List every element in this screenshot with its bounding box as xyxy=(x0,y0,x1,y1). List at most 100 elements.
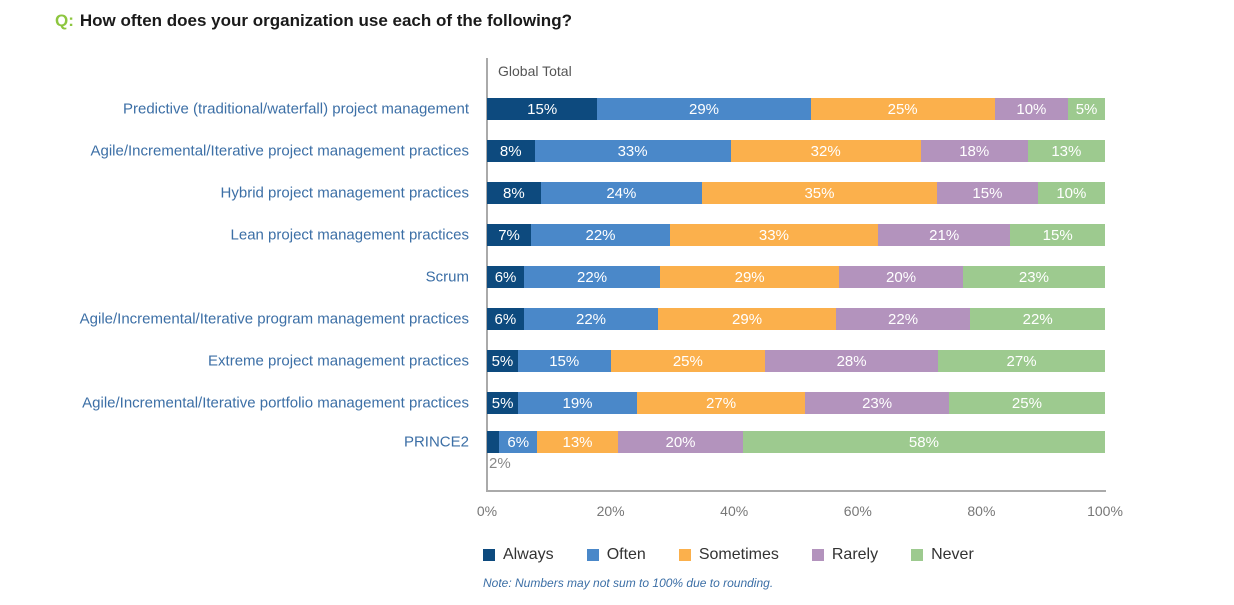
bar-segment-always: 6% xyxy=(487,308,524,330)
data-label: 19% xyxy=(562,394,593,412)
legend-swatch xyxy=(678,549,691,561)
bar-row: 6% 13% 20% 58% xyxy=(487,431,1105,453)
bar-segment-rarely: 10% xyxy=(994,98,1069,120)
bar-row: 8% 24% 35% 15% 10% xyxy=(487,182,1105,204)
bar-segment-rarely: 23% xyxy=(805,392,949,414)
x-tick-label: 100% xyxy=(1087,503,1123,519)
data-label: 15% xyxy=(1042,226,1073,244)
data-label: 29% xyxy=(732,310,763,328)
bar-segment-always: 8% xyxy=(487,140,535,162)
x-tick-label: 80% xyxy=(967,503,996,519)
legend-item: Sometimes xyxy=(678,546,779,564)
category-label: Predictive (traditional/waterfall) proje… xyxy=(123,100,469,118)
footnote: Note: Numbers may not sum to 100% due to… xyxy=(483,576,774,590)
bar-segment-never: 58% xyxy=(742,431,1105,453)
bar-segment-sometimes: 27% xyxy=(636,392,806,414)
data-label: 20% xyxy=(886,268,917,286)
x-tick-label: 20% xyxy=(596,503,625,519)
legend-label: Never xyxy=(931,546,974,563)
bar-segment-often: 29% xyxy=(597,98,811,120)
data-label: 6% xyxy=(494,310,517,328)
bar-segment-often: 19% xyxy=(518,392,637,414)
data-label: 2% xyxy=(489,455,511,472)
data-label: 13% xyxy=(562,433,593,451)
data-label: 22% xyxy=(575,310,607,328)
bar-segment-always xyxy=(487,431,500,453)
category-label: Lean project management practices xyxy=(230,226,469,244)
legend-label: Often xyxy=(606,546,646,563)
bar-segment-never: 13% xyxy=(1027,140,1105,162)
data-label: 25% xyxy=(887,100,918,118)
x-tick-label: 60% xyxy=(843,503,872,519)
bar-segment-often: 22% xyxy=(523,308,659,330)
data-label: 7% xyxy=(498,226,520,244)
data-label: 24% xyxy=(606,184,637,202)
bar-segment-often: 33% xyxy=(534,140,731,162)
bar-segment-often: 22% xyxy=(531,224,670,246)
legend-item: Never xyxy=(911,546,974,564)
question-prefix: Q: xyxy=(55,11,74,30)
data-label: 6% xyxy=(507,433,530,451)
legend-label: Rarely xyxy=(831,546,879,563)
data-label: 27% xyxy=(706,394,737,412)
data-label: 15% xyxy=(549,352,580,370)
legend-swatch xyxy=(911,549,924,561)
data-label: 25% xyxy=(672,352,703,370)
bar-segment-never: 22% xyxy=(970,308,1105,330)
data-label: 10% xyxy=(1056,184,1087,202)
bar-segment-never: 27% xyxy=(938,350,1105,372)
data-label: 8% xyxy=(499,142,522,160)
legend-swatch xyxy=(586,549,599,561)
data-label: 20% xyxy=(665,433,696,451)
category-label: Hybrid project management practices xyxy=(220,184,469,202)
bar-row: 5% 15% 25% 28% 27% xyxy=(487,350,1105,372)
data-label: 29% xyxy=(734,268,765,286)
x-tick-label: 40% xyxy=(720,503,749,519)
bar-segment-always: 7% xyxy=(487,224,532,246)
bar-segment-always: 5% xyxy=(487,392,519,414)
bar-segment-rarely: 22% xyxy=(835,308,971,330)
legend-item: Often xyxy=(586,546,646,564)
bar-segment-always: 6% xyxy=(487,266,525,288)
bar-segment-rarely: 15% xyxy=(937,182,1038,204)
bar-segment-rarely: 20% xyxy=(618,431,743,453)
legend-swatch xyxy=(483,549,495,561)
data-label: 29% xyxy=(689,100,720,118)
bar-segment-always: 15% xyxy=(487,98,598,120)
data-label: 5% xyxy=(491,352,514,370)
bar-row: 5% 19% 27% 23% 25% xyxy=(487,392,1105,414)
data-label: 23% xyxy=(1018,268,1049,286)
bar-segment-sometimes: 35% xyxy=(701,182,938,204)
bar-segment-sometimes: 29% xyxy=(658,308,836,330)
question-text: How often does your organization use eac… xyxy=(79,11,572,30)
data-label: 25% xyxy=(1011,394,1042,412)
bar-row: 15% 29% 25% 10% 5% xyxy=(487,98,1105,120)
data-label: 8% xyxy=(503,184,525,202)
bar-segment-never: 25% xyxy=(948,392,1105,414)
bar-segment-rarely: 28% xyxy=(765,350,939,372)
bar-segment-often: 24% xyxy=(540,182,702,204)
data-label: 18% xyxy=(959,142,990,160)
category-label: Agile/Incremental/Iterative portfolio ma… xyxy=(82,394,469,412)
bar-segment-often: 22% xyxy=(524,266,661,288)
bar-segment-never: 15% xyxy=(1010,224,1105,246)
data-label: 22% xyxy=(577,268,608,286)
bar-segment-rarely: 21% xyxy=(877,224,1011,246)
bar-segment-never: 10% xyxy=(1037,182,1105,204)
bar-segment-sometimes: 32% xyxy=(730,140,921,162)
data-label: 27% xyxy=(1006,352,1037,370)
legend-item: Always xyxy=(483,546,554,564)
bar-segment-never: 23% xyxy=(962,266,1105,288)
bar-segment-sometimes: 25% xyxy=(610,350,766,372)
bar-row: 6% 22% 29% 22% 22% xyxy=(487,308,1105,330)
data-label: 21% xyxy=(929,226,960,244)
data-label: 32% xyxy=(810,142,841,160)
x-tick-label: 0% xyxy=(476,503,498,519)
data-label: 5% xyxy=(491,394,514,412)
data-label: 15% xyxy=(972,184,1003,202)
data-label: 13% xyxy=(1051,142,1082,160)
bar-segment-never: 5% xyxy=(1068,98,1105,120)
data-label: 6% xyxy=(494,268,517,286)
data-label: 22% xyxy=(585,226,616,244)
data-label: 22% xyxy=(888,310,919,328)
